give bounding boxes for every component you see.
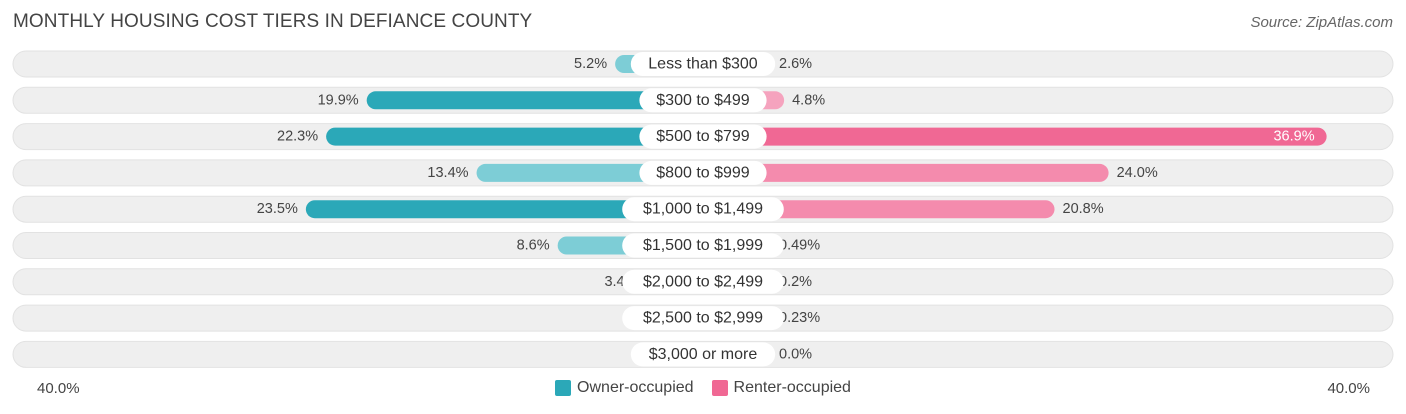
- renter-value-label: 20.8%: [1063, 201, 1104, 217]
- legend-swatch-owner: [555, 380, 572, 396]
- source-label: Source: ZipAtlas.com: [1250, 14, 1393, 31]
- legend-item-owner[interactable]: Owner-occupied: [555, 379, 694, 397]
- category-label: $500 to $799: [656, 128, 750, 145]
- renter-value-label: 0.0%: [779, 346, 812, 362]
- owner-value-label: 13.4%: [427, 165, 468, 181]
- category-label: $1,000 to $1,499: [643, 201, 763, 218]
- category-pill: [622, 233, 784, 258]
- legend-label-owner: Owner-occupied: [577, 379, 694, 396]
- owner-value-label: 22.3%: [277, 129, 318, 145]
- category-label: $3,000 or more: [649, 346, 758, 363]
- legend-swatch-renter: [711, 380, 728, 396]
- category-label: $300 to $499: [656, 92, 750, 109]
- renter-value-label: 0.49%: [779, 238, 820, 254]
- owner-value-label: 8.6%: [517, 238, 550, 254]
- category-label: $800 to $999: [656, 164, 750, 181]
- category-pill: [622, 197, 784, 222]
- owner-bar: [326, 127, 703, 146]
- category-pill: [639, 160, 767, 185]
- legend: Owner-occupied Renter-occupied: [0, 379, 1406, 397]
- renter-bar: [703, 127, 1327, 146]
- owner-value-label: 23.5%: [257, 201, 298, 217]
- renter-value-label: 24.0%: [1117, 165, 1158, 181]
- renter-value-label: 0.23%: [779, 310, 820, 326]
- renter-bar: [703, 200, 1055, 219]
- category-pill: [630, 52, 776, 76]
- renter-value-label: 4.8%: [792, 92, 825, 108]
- owner-value-label: 19.9%: [318, 92, 359, 108]
- legend-item-renter[interactable]: Renter-occupied: [711, 379, 851, 397]
- category-pill: [622, 269, 784, 294]
- axis-left-label: 40.0%: [37, 380, 80, 397]
- category-label: $2,000 to $2,499: [643, 273, 763, 290]
- category-pill: [639, 124, 767, 149]
- owner-bar: [305, 200, 703, 219]
- renter-value-label: 36.9%: [1273, 129, 1314, 145]
- category-label: $1,500 to $1,999: [643, 237, 763, 254]
- axis-right-label: 40.0%: [1327, 380, 1370, 397]
- category-label: Less than $300: [648, 56, 758, 73]
- renter-value-label: 2.6%: [779, 56, 812, 72]
- owner-bar: [366, 91, 703, 110]
- legend-label-renter: Renter-occupied: [733, 379, 851, 396]
- category-label: $2,500 to $2,999: [643, 310, 763, 327]
- renter-value-label: 0.2%: [779, 274, 812, 290]
- chart-canvas: 5.2% 2.6% Less than $300 19.9% 4.8% $300 to $…: [12, 50, 1394, 368]
- category-pill: [630, 342, 776, 367]
- owner-value-label: 5.2%: [574, 56, 607, 72]
- category-pill: [639, 88, 767, 113]
- renter-bar: [703, 163, 1109, 182]
- chart-title: MONTHLY HOUSING COST TIERS IN DEFIANCE C…: [13, 11, 533, 32]
- category-pill: [622, 306, 784, 331]
